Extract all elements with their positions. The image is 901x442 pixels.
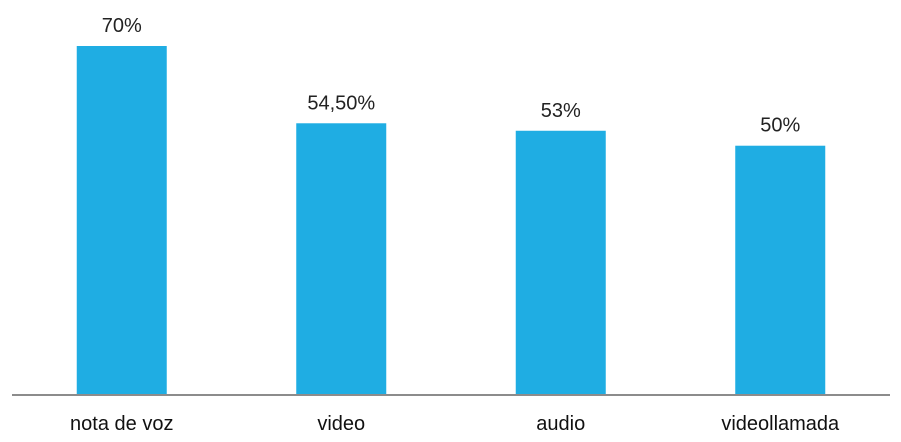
data-label-videollamada: 50%: [760, 115, 800, 137]
category-labels-group: nota de voz video audio videollamada: [70, 413, 840, 435]
bar-video: [296, 123, 387, 396]
bar-nota-de-voz: [76, 46, 167, 395]
category-label-nota-de-voz: nota de voz: [70, 413, 173, 435]
category-label-video: video: [317, 413, 365, 435]
data-label-audio: 53%: [541, 100, 581, 122]
bar-audio: [515, 130, 606, 395]
data-label-video: 54,50%: [307, 92, 375, 114]
category-label-audio: audio: [536, 413, 585, 435]
bars-group: [76, 46, 826, 396]
data-label-nota-de-voz: 70%: [102, 15, 142, 37]
category-label-videollamada: videollamada: [721, 413, 840, 435]
data-labels-group: 70% 54,50% 53% 50%: [102, 15, 801, 137]
bar-videollamada: [735, 145, 826, 395]
